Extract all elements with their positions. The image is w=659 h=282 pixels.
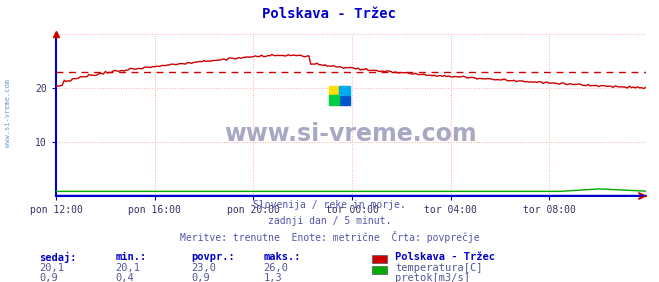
Bar [339,95,350,105]
Text: min.:: min.: [115,252,146,262]
Text: 1,3: 1,3 [264,273,282,282]
Text: sedaj:: sedaj: [40,252,77,263]
Text: zadnji dan / 5 minut.: zadnji dan / 5 minut. [268,216,391,226]
Text: pretok[m3/s]: pretok[m3/s] [395,273,471,282]
Text: 0,9: 0,9 [40,273,58,282]
Text: 20,1: 20,1 [115,263,140,273]
Text: www.si-vreme.com: www.si-vreme.com [225,122,477,146]
Text: 26,0: 26,0 [264,263,289,273]
Bar [329,95,339,105]
Text: povpr.:: povpr.: [191,252,235,262]
Text: Polskava - Tržec: Polskava - Tržec [262,7,397,21]
Text: Polskava - Tržec: Polskava - Tržec [395,252,496,262]
Text: Meritve: trenutne  Enote: metrične  Črta: povprečje: Meritve: trenutne Enote: metrične Črta: … [180,231,479,243]
Text: 23,0: 23,0 [191,263,216,273]
Text: 0,4: 0,4 [115,273,134,282]
Text: 20,1: 20,1 [40,263,65,273]
Text: Slovenija / reke in morje.: Slovenija / reke in morje. [253,200,406,210]
Text: www.si-vreme.com: www.si-vreme.com [5,79,11,147]
Bar [339,86,350,95]
Text: maks.:: maks.: [264,252,301,262]
Text: 0,9: 0,9 [191,273,210,282]
Text: temperatura[C]: temperatura[C] [395,263,483,273]
Bar [329,86,339,95]
